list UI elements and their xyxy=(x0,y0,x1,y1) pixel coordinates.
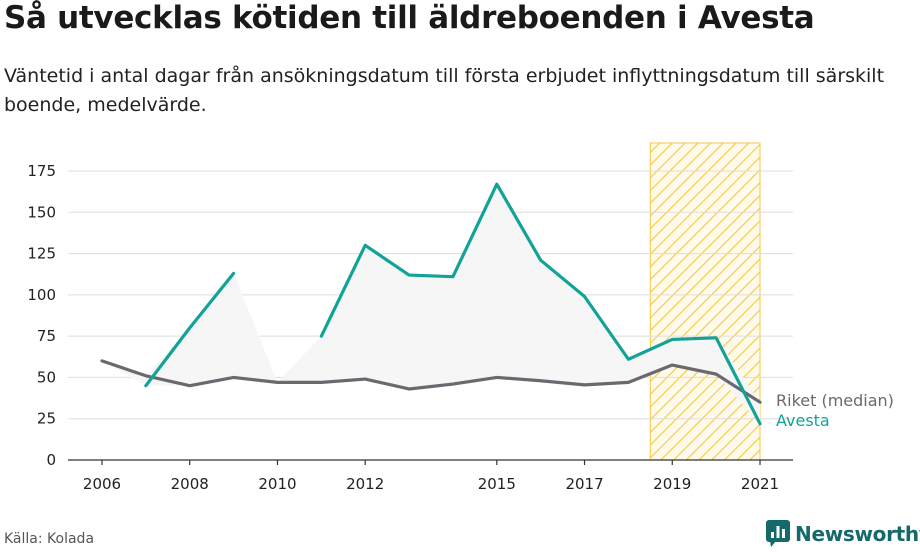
y-tick-label-125: 125 xyxy=(27,245,56,263)
series-line-avesta-1 xyxy=(144,271,236,388)
y-tick-label-75: 75 xyxy=(37,327,56,345)
newsworthy-logo-icon xyxy=(766,520,790,547)
highlight-region xyxy=(649,142,761,461)
x-tick-label-2017: 2017 xyxy=(565,475,603,493)
x-tick-label-2010: 2010 xyxy=(258,475,296,493)
y-tick-label-0: 0 xyxy=(46,451,56,469)
newsworthy-brand[interactable]: Newsworthy xyxy=(766,520,920,548)
series-line-avesta-2 xyxy=(319,182,762,426)
x-tick-label-2015: 2015 xyxy=(478,475,516,493)
series-lines xyxy=(100,182,762,426)
x-tick-label-2012: 2012 xyxy=(346,475,384,493)
series-label-avesta: Avesta xyxy=(776,411,830,430)
chart-subtitle: Väntetid i antal dagar från ansökningsda… xyxy=(4,65,885,116)
chart-title: Så utvecklas kötiden till äldreboenden i… xyxy=(4,0,815,36)
y-axis-tick-labels: 0 25 50 75 100 125 150 175 xyxy=(27,162,56,469)
series-line-riket-1 xyxy=(100,359,762,404)
difference-band xyxy=(102,184,760,424)
x-axis-tick-labels: 2006 2008 2010 2012 2015 2017 2019 2021 xyxy=(83,475,779,493)
forecast-highlight-band xyxy=(649,142,761,461)
x-tick-label-2021: 2021 xyxy=(741,475,779,493)
x-tick-label-2019: 2019 xyxy=(653,475,691,493)
x-axis xyxy=(68,459,793,465)
brand-name: Newsworthy xyxy=(795,522,920,546)
y-tick-label-25: 25 xyxy=(37,410,56,428)
source-note: Källa: Kolada xyxy=(4,531,95,547)
x-tick-label-2006: 2006 xyxy=(83,475,121,493)
series-label-riket: Riket (median) xyxy=(776,391,894,410)
y-tick-label-175: 175 xyxy=(27,162,56,180)
y-tick-label-100: 100 xyxy=(27,286,56,304)
range-band xyxy=(102,184,760,424)
y-tick-label-150: 150 xyxy=(27,203,56,221)
x-tick-label-2008: 2008 xyxy=(171,475,209,493)
y-tick-label-50: 50 xyxy=(37,368,56,386)
